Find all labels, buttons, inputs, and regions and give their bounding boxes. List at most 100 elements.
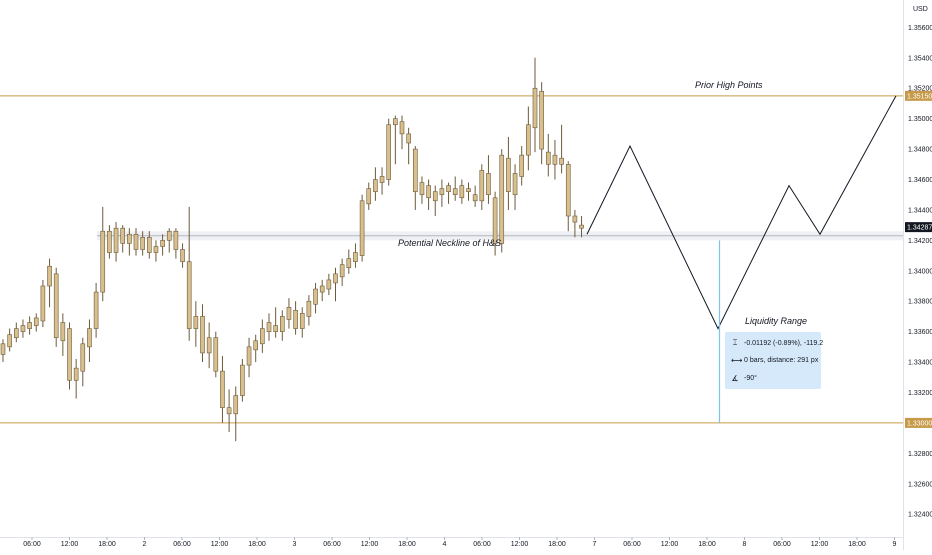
candle[interactable]	[406, 127, 411, 165]
candle[interactable]	[286, 298, 292, 329]
candle[interactable]	[506, 136, 511, 210]
candle[interactable]	[419, 176, 425, 204]
candle[interactable]	[526, 106, 531, 171]
annotation-neckline[interactable]: Potential Neckline of H&S	[398, 238, 501, 248]
candle[interactable]	[80, 337, 86, 387]
candle[interactable]	[93, 282, 99, 338]
measure-price-text: -0.01192 (-0.89%), -119.2	[744, 339, 824, 347]
candle[interactable]	[552, 139, 558, 180]
candle[interactable]	[359, 194, 365, 262]
candle[interactable]	[579, 216, 584, 238]
candle[interactable]	[565, 161, 571, 232]
candle[interactable]	[20, 319, 26, 338]
candle[interactable]	[386, 118, 392, 186]
candle[interactable]	[67, 322, 72, 390]
candle[interactable]	[545, 133, 551, 177]
candle[interactable]	[333, 267, 338, 302]
candle[interactable]	[446, 182, 451, 204]
candle[interactable]	[173, 228, 179, 259]
candle[interactable]	[100, 206, 106, 302]
candle[interactable]	[539, 82, 544, 165]
candle[interactable]	[260, 319, 265, 353]
candle[interactable]	[279, 310, 285, 341]
candle[interactable]	[193, 301, 199, 347]
candle[interactable]	[133, 228, 139, 256]
candle[interactable]	[206, 322, 212, 369]
candle[interactable]	[452, 176, 458, 201]
candle[interactable]	[153, 240, 159, 262]
candle[interactable]	[226, 389, 232, 433]
candle[interactable]	[353, 243, 358, 268]
candle-body	[399, 121, 405, 135]
candle[interactable]	[53, 267, 59, 347]
candle[interactable]	[0, 339, 6, 363]
candle[interactable]	[246, 337, 252, 378]
candle[interactable]	[40, 279, 46, 328]
candle[interactable]	[572, 209, 578, 238]
candle[interactable]	[313, 282, 318, 314]
candle[interactable]	[532, 57, 538, 153]
candle[interactable]	[306, 295, 312, 326]
candle[interactable]	[220, 355, 225, 423]
candle[interactable]	[273, 307, 278, 338]
candle[interactable]	[426, 179, 431, 210]
candle[interactable]	[486, 155, 491, 204]
candle[interactable]	[200, 304, 205, 363]
candle[interactable]	[326, 273, 332, 296]
measure-row-bars: ⟷ 0 bars, distance: 291 px	[731, 356, 818, 365]
candle[interactable]	[140, 231, 145, 256]
candle[interactable]	[439, 179, 445, 207]
candle[interactable]	[73, 359, 79, 399]
candle[interactable]	[7, 328, 12, 352]
candle[interactable]	[166, 228, 172, 253]
candle[interactable]	[379, 167, 385, 195]
candle[interactable]	[233, 386, 239, 442]
candle[interactable]	[293, 301, 298, 335]
measure-row-price: ⌶ -0.01192 (-0.89%), -119.2	[731, 338, 824, 348]
price-tick-label: 1.34000	[908, 268, 932, 275]
candle[interactable]	[186, 206, 192, 341]
candle[interactable]	[466, 182, 471, 201]
candle[interactable]	[492, 191, 498, 256]
candle[interactable]	[319, 279, 325, 302]
candle[interactable]	[107, 225, 112, 259]
candle[interactable]	[346, 249, 352, 274]
time-axis[interactable]: 06:00 12:00 18:00 2 06:00 12:00 18:00 3 06:00 12:…	[23, 537, 897, 548]
candle[interactable]	[399, 115, 405, 150]
candle[interactable]	[47, 258, 52, 308]
candle[interactable]	[147, 231, 152, 259]
candle[interactable]	[339, 258, 345, 286]
candle[interactable]	[499, 149, 505, 253]
candle[interactable]	[459, 179, 465, 204]
candle[interactable]	[373, 167, 378, 201]
candle[interactable]	[266, 313, 272, 341]
candle[interactable]	[213, 331, 219, 378]
candle[interactable]	[87, 319, 92, 363]
candle[interactable]	[512, 164, 518, 210]
candle[interactable]	[60, 313, 66, 356]
candle[interactable]	[472, 185, 478, 207]
candle[interactable]	[27, 316, 32, 335]
candle[interactable]	[412, 146, 418, 210]
candle[interactable]	[299, 307, 305, 338]
candle[interactable]	[519, 146, 525, 186]
projection-path[interactable]	[586, 95, 897, 330]
candle[interactable]	[180, 243, 185, 268]
candle[interactable]	[559, 124, 564, 174]
candle[interactable]	[393, 115, 398, 165]
candle[interactable]	[432, 185, 438, 217]
candle[interactable]	[113, 222, 119, 262]
candle[interactable]	[120, 225, 125, 253]
price-axis[interactable]: USD 1.356001.354001.352001.350001.348001…	[908, 6, 932, 519]
candle[interactable]	[253, 334, 258, 363]
candle[interactable]	[366, 182, 372, 210]
annotation-liquidity-range[interactable]: Liquidity Range	[745, 316, 807, 326]
candle[interactable]	[127, 228, 132, 256]
annotation-prior-high-points[interactable]: Prior High Points	[695, 80, 763, 90]
candle[interactable]	[240, 359, 245, 402]
candle[interactable]	[160, 234, 165, 256]
candle[interactable]	[14, 322, 19, 343]
candle[interactable]	[479, 164, 485, 210]
candle[interactable]	[33, 313, 39, 332]
